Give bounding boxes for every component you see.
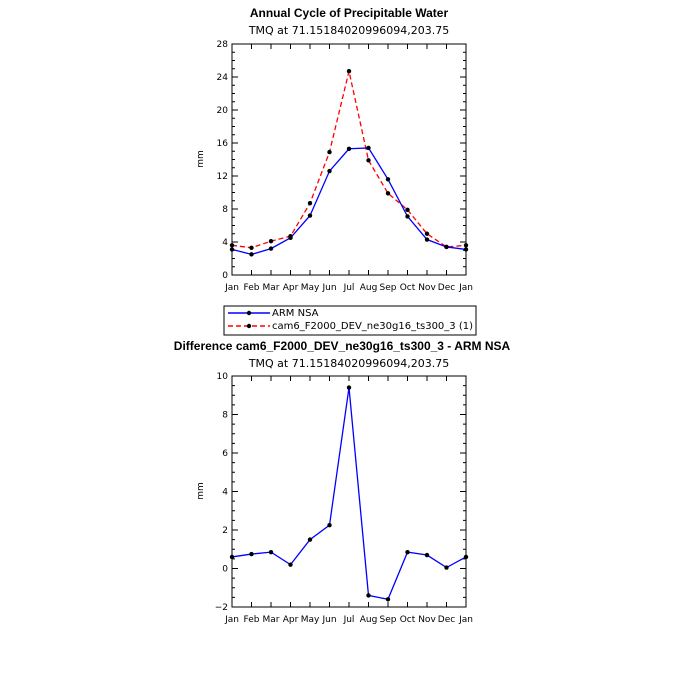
y-tick-label: 28 bbox=[217, 40, 229, 50]
x-tick-label: Jan bbox=[458, 615, 473, 625]
data-point bbox=[366, 145, 371, 151]
data-point bbox=[327, 168, 332, 174]
data-point bbox=[424, 552, 430, 558]
data-point bbox=[385, 191, 391, 196]
x-tick-label: Oct bbox=[400, 283, 416, 293]
data-point bbox=[385, 177, 391, 182]
y-tick-label: 10 bbox=[217, 372, 229, 382]
x-tick-label: Aug bbox=[360, 283, 378, 293]
data-point bbox=[327, 149, 332, 155]
series-line bbox=[231, 387, 467, 601]
y-tick-label: 0 bbox=[222, 565, 228, 575]
data-point bbox=[346, 385, 352, 390]
plot-area: Jan Feb Mar Apr May Jun Jul Aug Sep Oct Nov Dec Jan−… bbox=[215, 372, 473, 625]
legend-marker-cam6 bbox=[246, 323, 252, 329]
data-point bbox=[307, 213, 313, 218]
y-tick-label: 0 bbox=[222, 271, 228, 281]
x-tick-label: Dec bbox=[438, 615, 455, 625]
x-tick-label: Oct bbox=[400, 615, 416, 625]
chart-subtitle: TMQ at 71.15184020996094,203.75 bbox=[248, 357, 449, 370]
x-tick-label: Mar bbox=[263, 283, 280, 293]
data-point bbox=[366, 593, 371, 598]
y-axis-label: mm bbox=[196, 150, 206, 168]
data-point bbox=[268, 549, 274, 555]
data-point bbox=[424, 231, 430, 236]
data-point bbox=[268, 238, 274, 244]
x-tick-label: Jun bbox=[321, 615, 336, 625]
x-tick-label: Jan bbox=[224, 615, 239, 625]
data-point bbox=[385, 597, 391, 602]
y-tick-label: 4 bbox=[222, 238, 228, 248]
chart-subtitle: TMQ at 71.15184020996094,203.75 bbox=[248, 24, 449, 37]
data-point bbox=[405, 549, 410, 555]
x-tick-label: Jun bbox=[321, 283, 336, 293]
legend-label-cam6: cam6_F2000_DEV_ne30g16_ts300_3 (1) bbox=[272, 321, 473, 332]
y-tick-label: 16 bbox=[217, 139, 229, 149]
x-tick-label: Sep bbox=[380, 283, 397, 293]
y-tick-label: 6 bbox=[222, 449, 228, 459]
data-point bbox=[229, 243, 235, 248]
data-point bbox=[307, 537, 313, 542]
data-point bbox=[249, 245, 254, 250]
x-tick-label: May bbox=[301, 283, 320, 293]
x-tick-label: Aug bbox=[360, 615, 378, 625]
x-tick-label: Feb bbox=[244, 283, 260, 293]
data-point bbox=[288, 234, 293, 239]
x-tick-label: Dec bbox=[438, 283, 455, 293]
data-point bbox=[229, 554, 235, 560]
y-tick-label: 24 bbox=[217, 73, 229, 83]
chart-annual-cycle: Annual Cycle of Precipitable Water TMQ a… bbox=[196, 6, 477, 336]
legend-box bbox=[223, 305, 477, 336]
y-tick-label: 4 bbox=[222, 488, 228, 498]
data-point bbox=[463, 243, 469, 248]
x-tick-label: Jul bbox=[343, 615, 355, 625]
chart-title: Annual Cycle of Precipitable Water bbox=[250, 6, 449, 20]
data-point bbox=[327, 522, 332, 528]
data-point bbox=[366, 158, 371, 163]
data-point bbox=[346, 69, 352, 74]
x-tick-label: Nov bbox=[418, 615, 436, 625]
data-point bbox=[346, 146, 352, 151]
chart-difference: Difference cam6_F2000_DEV_ne30g16_ts300_… bbox=[174, 339, 511, 625]
x-tick-label: May bbox=[301, 615, 320, 625]
x-tick-label: Mar bbox=[263, 615, 280, 625]
x-tick-label: Apr bbox=[283, 615, 299, 625]
legend-label-arm: ARM NSA bbox=[272, 308, 319, 319]
chart-title: Difference cam6_F2000_DEV_ne30g16_ts300_… bbox=[174, 339, 511, 353]
x-tick-label: Feb bbox=[244, 615, 260, 625]
plot-frame bbox=[231, 375, 467, 608]
data-point bbox=[405, 214, 410, 219]
data-point bbox=[249, 252, 254, 257]
y-tick-label: 8 bbox=[222, 411, 228, 421]
data-point bbox=[405, 207, 410, 213]
data-point bbox=[424, 237, 430, 242]
plot-area: Jan Feb Mar Apr May Jun Jul Aug Sep Oct Nov Dec Jan0… bbox=[217, 40, 473, 293]
data-point bbox=[249, 551, 254, 557]
data-point bbox=[229, 247, 235, 252]
data-point bbox=[463, 247, 469, 252]
y-tick-label: 20 bbox=[217, 106, 229, 116]
data-point bbox=[444, 244, 449, 250]
data-point bbox=[307, 201, 313, 206]
x-tick-label: Jul bbox=[343, 283, 355, 293]
y-tick-label: 12 bbox=[217, 172, 228, 182]
x-tick-label: Nov bbox=[418, 283, 436, 293]
y-tick-label: 8 bbox=[222, 205, 228, 215]
x-tick-label: Sep bbox=[380, 615, 397, 625]
data-point bbox=[268, 246, 274, 251]
y-axis-label: mm bbox=[196, 482, 206, 500]
x-tick-label: Jan bbox=[458, 283, 473, 293]
legend-marker-arm bbox=[246, 310, 252, 316]
data-point bbox=[444, 565, 449, 570]
series-line bbox=[231, 71, 467, 249]
y-tick-label: 2 bbox=[222, 526, 228, 536]
data-point bbox=[288, 562, 293, 567]
series-line bbox=[231, 147, 467, 256]
y-tick-label: −2 bbox=[215, 603, 228, 613]
data-point bbox=[463, 554, 469, 560]
x-tick-label: Jan bbox=[224, 283, 239, 293]
legend: ARM NSA cam6_F2000_DEV_ne30g16_ts300_3 (… bbox=[223, 305, 477, 336]
x-tick-label: Apr bbox=[283, 283, 299, 293]
